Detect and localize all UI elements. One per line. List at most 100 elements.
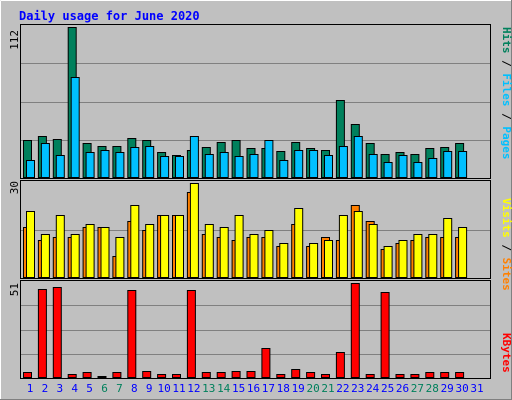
x-tick-label: 7 [116,382,123,395]
bar-kbytes-day-18 [276,374,286,378]
legend-entry: Sites [500,258,512,291]
bar-kbytes-day-24 [365,374,375,378]
bar-kbytes-day-9 [142,371,152,378]
bar-files-day-13 [204,154,214,178]
legend-kbytes: KBytes [500,333,512,373]
bar-files-day-5 [85,152,95,178]
legend-entry: / [500,54,512,74]
bar-kbytes-day-22 [335,352,345,378]
bar-kbytes-day-7 [112,372,122,378]
x-axis-day-labels: 1 2 3 4 5 6 7 8 9 10 11 12 13 14 15 16 17 18 19 20 21 22 23 24 2… [27,382,484,395]
x-tick-label: 13 [202,382,215,395]
x-tick-label: 28 [426,382,439,395]
legend-visits-sites: Visits / Sites [500,198,512,291]
x-tick-label: 26 [396,382,409,395]
panel-kbytes [20,280,491,379]
bar-sites-day-8 [130,205,140,278]
bar-files-day-1 [26,160,35,178]
bar-kbytes-day-14 [216,372,226,378]
x-tick-label: 18 [277,382,290,395]
bar-sites-day-21 [324,240,333,278]
bar-sites-day-5 [85,224,95,278]
bar-sites-day-13 [204,224,214,278]
bar-files-day-23 [353,136,363,178]
bar-sites-day-6 [100,227,110,278]
x-tick-label: 29 [441,382,454,395]
bar-sites-day-1 [26,211,35,278]
bar-files-day-22 [338,146,348,178]
bar-files-day-30 [458,151,468,178]
x-tick-label: 5 [86,382,93,395]
bar-kbytes-day-26 [395,374,405,378]
x-tick-label: 25 [381,382,394,395]
bar-files-day-17 [264,140,274,178]
bar-files-day-18 [279,160,289,178]
bar-files-day-24 [368,154,378,178]
bar-kbytes-day-20 [306,372,316,378]
x-tick-label: 21 [321,382,334,395]
bar-sites-day-16 [249,234,259,278]
x-tick-label: 20 [306,382,319,395]
bar-files-day-19 [294,150,304,178]
bar-sites-day-30 [458,227,468,278]
bar-sites-day-15 [234,215,244,278]
bar-files-day-11 [175,156,184,178]
x-tick-label: 4 [71,382,78,395]
x-tick-label: 3 [56,382,63,395]
legend-entry: / [500,107,512,127]
bar-kbytes-day-16 [246,371,256,378]
bar-sites-day-26 [398,240,408,278]
bar-kbytes-day-19 [291,369,301,378]
bar-files-day-27 [413,162,423,178]
bar-sites-day-10 [160,215,170,278]
legend-entry: KBytes [500,333,512,373]
legend-entry: Hits [500,27,512,54]
y-max-label-kbytes: 51 [8,283,21,296]
bar-kbytes-day-21 [321,374,330,378]
x-tick-label: 30 [455,382,468,395]
bar-kbytes-day-25 [380,292,390,378]
bar-sites-day-4 [70,234,80,278]
bar-kbytes-day-30 [455,372,465,378]
bar-sites-day-18 [279,243,289,278]
bar-kbytes-day-5 [82,372,92,378]
bar-files-day-20 [309,150,319,178]
y-max-label-hits: 112 [8,30,21,50]
x-tick-label: 15 [232,382,245,395]
x-tick-label: 31 [470,382,483,395]
bar-sites-day-25 [383,246,393,278]
bar-kbytes-day-6 [97,376,107,378]
bar-sites-day-19 [294,208,304,278]
x-tick-label: 17 [262,382,275,395]
bar-files-day-6 [100,150,110,178]
bar-kbytes-day-10 [157,374,167,378]
bar-sites-day-9 [145,224,155,278]
bar-files-day-28 [428,158,438,178]
bar-sites-day-29 [443,218,453,278]
bar-sites-day-12 [189,183,199,278]
bar-files-day-14 [219,152,229,178]
bar-sites-day-3 [55,215,65,278]
bar-kbytes-day-28 [425,372,435,378]
chart-title: Daily usage for June 2020 [19,9,200,23]
bar-sites-day-24 [368,224,378,278]
x-tick-label: 8 [131,382,138,395]
bar-sites-day-7 [115,237,125,278]
bar-sites-day-23 [353,211,363,278]
bar-files-day-2 [40,143,50,178]
x-tick-label: 14 [217,382,231,395]
bars [23,27,468,378]
bar-files-day-8 [130,147,140,178]
x-tick-label: 23 [351,382,364,395]
x-tick-label: 1 [27,382,34,395]
bar-files-day-12 [189,136,199,178]
x-tick-label: 19 [292,382,305,395]
bar-kbytes-day-2 [37,289,47,378]
bar-files-day-10 [160,156,170,178]
bar-kbytes-day-8 [127,290,137,378]
bar-sites-day-20 [309,243,319,278]
bar-kbytes-day-15 [231,371,241,378]
bar-files-day-29 [443,151,453,178]
y-max-label-visits: 30 [8,181,21,194]
bar-sites-day-11 [175,215,184,278]
